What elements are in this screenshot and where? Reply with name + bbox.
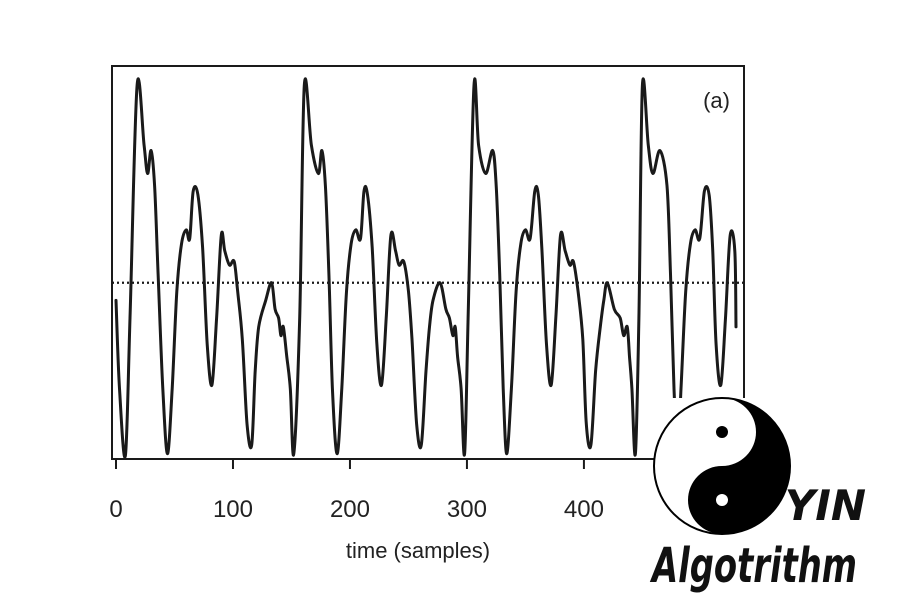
x-tick-label: 200 xyxy=(330,496,370,523)
yin-yang-icon xyxy=(653,397,791,535)
x-axis-label: time (samples) xyxy=(346,538,490,563)
logo-title: YIN xyxy=(785,481,866,530)
yin-logo: YIN Algotrithm xyxy=(649,397,866,594)
x-axis: 0 100 200 300 400 xyxy=(109,459,604,523)
x-tick-label: 0 xyxy=(109,496,122,523)
plot-frame xyxy=(111,65,745,460)
panel-label: (a) xyxy=(703,88,730,113)
x-tick-label: 100 xyxy=(213,496,253,523)
series-line xyxy=(114,77,738,459)
logo-subtitle: Algotrithm xyxy=(649,538,857,594)
x-tick-label: 300 xyxy=(447,496,487,523)
x-tick-label: 400 xyxy=(564,496,604,523)
